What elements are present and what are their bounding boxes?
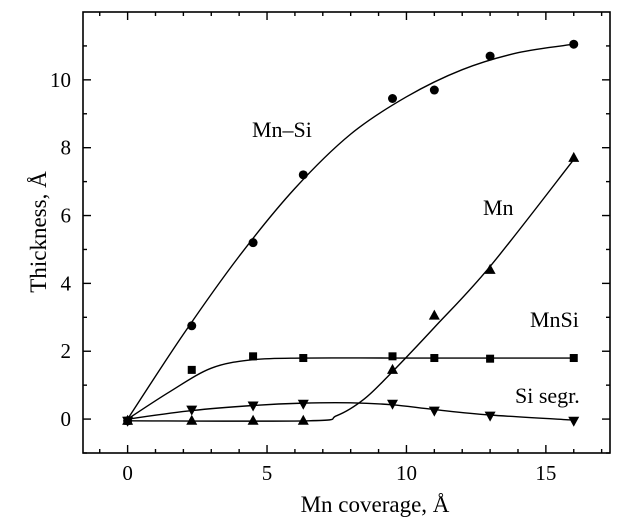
marker-mn-si [569, 39, 579, 49]
x-axis-title: Mn coverage, Å [301, 492, 450, 517]
curve-si-segr [127, 401, 574, 421]
marker-mn [247, 414, 259, 425]
marker-mn-si [187, 321, 197, 331]
marker-si-segr [568, 416, 580, 427]
marker-mnsi [388, 352, 397, 361]
y-tick-label: 0 [61, 407, 72, 431]
marker-mnsi [430, 354, 439, 363]
marker-si-segr [484, 411, 496, 422]
plot-frame [82, 11, 611, 454]
y-tick-label: 8 [61, 136, 72, 160]
y-tick-label: 10 [50, 68, 71, 92]
marker-si-segr [247, 401, 259, 412]
x-tick-label: 5 [262, 461, 273, 485]
marker-mn-si [298, 170, 308, 180]
series-label-mnsi: MnSi [530, 307, 579, 332]
marker-mn-si [485, 51, 495, 61]
y-tick-label: 4 [61, 271, 72, 295]
data-markers [122, 39, 580, 427]
series-label-mn-si: Mn–Si [252, 117, 312, 142]
marker-si-segr [122, 416, 134, 427]
marker-mn [428, 309, 440, 320]
marker-si-segr [297, 399, 309, 410]
marker-mn [568, 151, 580, 162]
marker-mnsi [299, 354, 308, 363]
series-label-mn: Mn [483, 195, 514, 220]
marker-si-segr [387, 399, 399, 410]
y-tick-label: 2 [61, 339, 72, 363]
marker-mn-si [429, 85, 439, 95]
marker-mn [186, 414, 198, 425]
marker-mnsi [249, 352, 258, 361]
series-label-si-segr: Si segr. [515, 383, 580, 408]
y-tick-label: 6 [61, 204, 72, 228]
x-tick-label: 0 [122, 461, 133, 485]
marker-mn-si [248, 238, 258, 248]
marker-mnsi [187, 365, 196, 374]
marker-mn-si [388, 94, 398, 104]
curve-mn-si [127, 43, 574, 420]
marker-si-segr [428, 406, 440, 417]
marker-mn [297, 414, 309, 425]
x-tick-label: 10 [396, 461, 417, 485]
marker-mn [387, 363, 399, 374]
marker-si-segr [186, 405, 198, 416]
y-axis-title: Thickness, Å [26, 171, 51, 293]
marker-mnsi [486, 354, 495, 363]
x-tick-label: 15 [535, 461, 556, 485]
marker-mn [484, 263, 496, 274]
marker-mnsi [569, 354, 578, 363]
axis-ticks: 0 5 10 15 0 2 4 6 8 10 [50, 12, 610, 485]
